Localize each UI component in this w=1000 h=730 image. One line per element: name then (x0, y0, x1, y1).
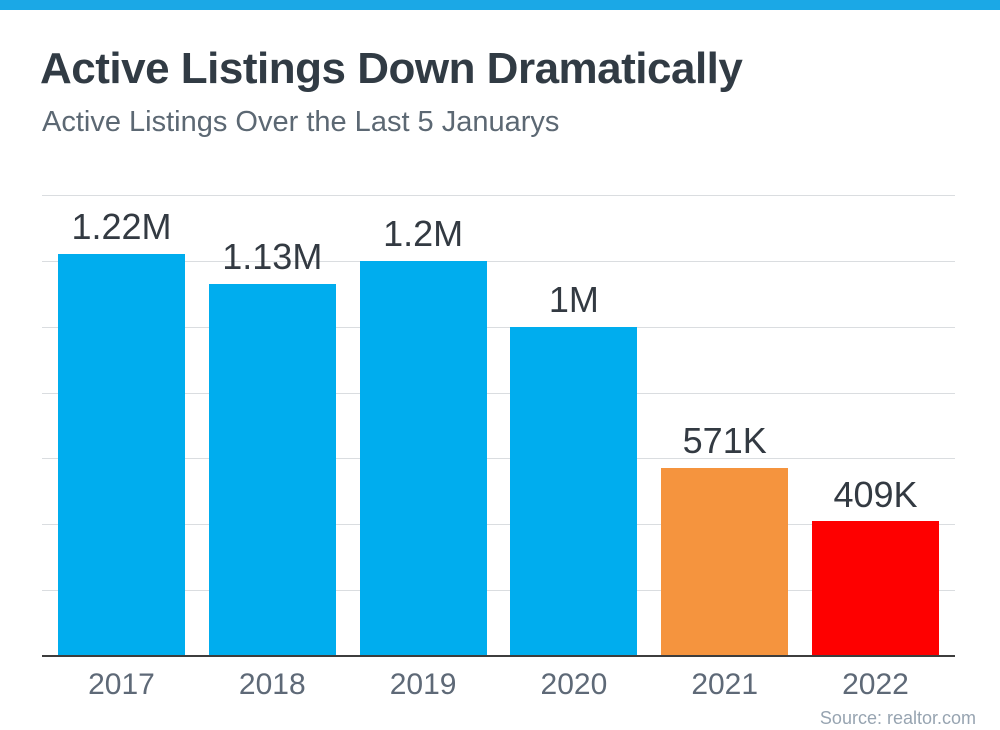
x-tick-label: 2019 (389, 668, 457, 701)
bar-2017 (58, 254, 185, 656)
chart-title: Active Listings Down Dramatically (40, 44, 743, 93)
chart-subtitle: Active Listings Over the Last 5 Januarys (42, 106, 560, 138)
gridline (42, 260, 955, 262)
bar-2022 (811, 521, 939, 656)
gridline (42, 458, 955, 460)
bar-value-label: 571K (682, 420, 767, 462)
bar-value-label: 409K (833, 473, 918, 515)
bar-slot-2021: 571K (661, 195, 789, 656)
gridline (42, 392, 955, 394)
gridline (42, 195, 955, 196)
bar-slot-2022: 409K (811, 195, 939, 656)
bar-slot-2019: 1.2M (359, 195, 487, 656)
accent-top-strip (0, 0, 1000, 10)
gridline (42, 326, 955, 328)
bar-value-label: 1M (548, 278, 599, 320)
x-axis-labels: 2017 2018 2019 2020 2021 2022 (42, 668, 955, 702)
bar-2019 (359, 260, 487, 656)
gridline (42, 524, 955, 526)
x-tick-label: 2020 (540, 668, 608, 701)
bar-2020 (510, 326, 638, 656)
x-tick-label: 2021 (691, 668, 759, 701)
bar-2021 (661, 467, 789, 656)
bar-value-label: 1.13M (222, 236, 323, 278)
x-axis-baseline (42, 655, 955, 657)
plot-area: 1.22M 1.13M 1.2M 1M 571K 409K (42, 195, 955, 657)
x-tick-label: 2018 (238, 668, 306, 701)
gridline (42, 590, 955, 592)
x-tick-label: 2017 (88, 668, 155, 701)
source-attribution: Source: realtor.com (819, 708, 976, 728)
bar-value-label: 1.2M (383, 213, 464, 255)
bar-value-label: 1.22M (71, 206, 172, 248)
bar-2018 (208, 283, 336, 656)
x-tick-label: 2022 (842, 668, 909, 701)
bar-slot-2020: 1M (510, 195, 638, 656)
bars-layer: 1.22M 1.13M 1.2M 1M 571K 409K (42, 195, 955, 656)
bar-slot-2018: 1.13M (208, 195, 336, 656)
bar-slot-2017: 1.22M (58, 195, 185, 656)
